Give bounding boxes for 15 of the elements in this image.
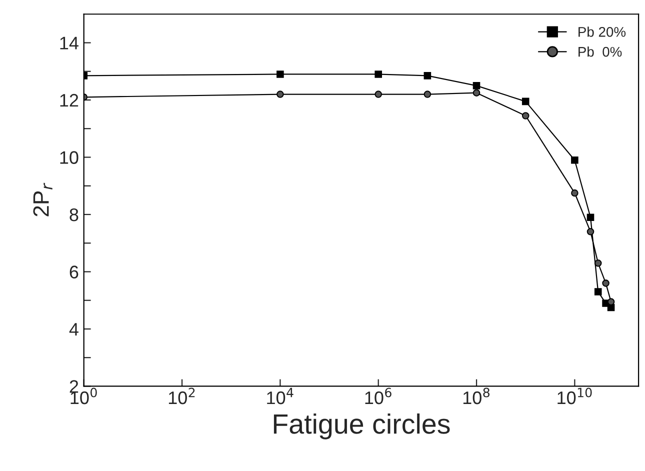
legend-label: Pb 0%	[578, 46, 622, 57]
x-tick-label: 10$^{4}$	[267, 388, 294, 404]
x-axis-title: Fatigue circles	[274, 413, 450, 440]
x-tick-label: 10$^{2}$	[168, 388, 195, 404]
y-tick-label: 10	[60, 151, 78, 164]
y-tick-label: 6	[70, 266, 78, 278]
legend-label: Pb 20%	[578, 26, 626, 37]
y-tick-label: 14	[60, 36, 78, 50]
y-tick-label: 8	[70, 208, 78, 222]
y-tick-label: 12	[60, 94, 78, 107]
y-axis-title: 2P$_{r}$	[33, 182, 52, 216]
x-tick-label: 10$^{8}$	[463, 388, 490, 404]
y-tick-label: 4	[69, 323, 78, 336]
x-tick-label: 10$^{10}$	[558, 388, 592, 404]
x-tick-label: 10$^{6}$	[365, 388, 392, 404]
